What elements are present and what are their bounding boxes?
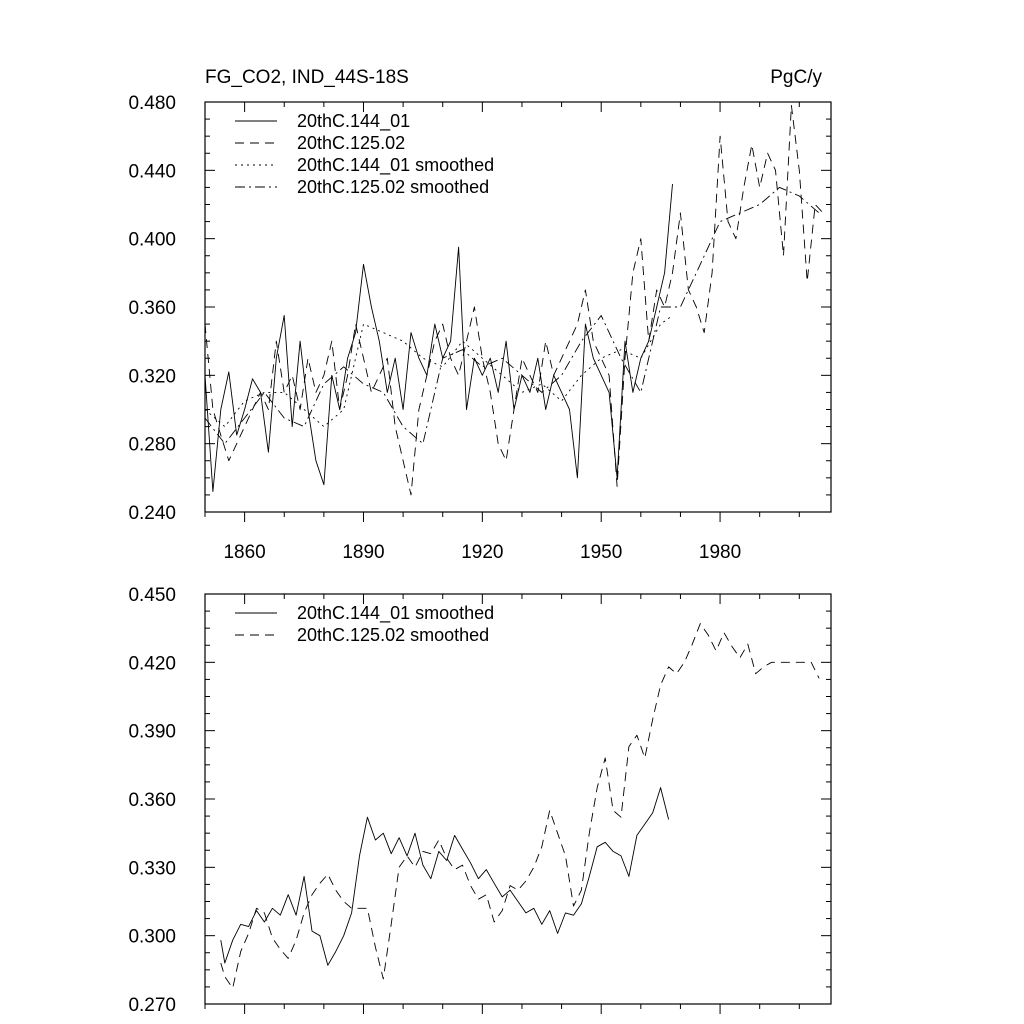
bottom-axis-ticks: 0.270 0.300 0.330 0.360 0.390 0.420 0.450	[128, 585, 831, 1016]
top-series-lines	[204, 104, 824, 496]
x-tick-label: 1920	[461, 542, 503, 563]
y-tick-label: 0.390	[128, 722, 176, 743]
bottom-series-lines	[220, 623, 820, 989]
series-line-20thc-144-01-smoothed	[220, 787, 670, 966]
y-tick-label: 0.420	[128, 653, 176, 674]
bottom-chart-panel: 0.270 0.300 0.330 0.360 0.390 0.420 0.450 20th…	[128, 585, 832, 1016]
y-tick-label: 0.440	[128, 161, 176, 182]
top-chart-units: PgC/y	[770, 67, 822, 88]
top-chart-panel: FG_CO2, IND_44S-18S PgC/y 0.240 0.280 0.32…	[128, 67, 832, 563]
y-tick-label: 0.400	[128, 230, 176, 251]
x-tick-label: 1860	[223, 542, 265, 563]
legend-label: 20thC.144_01 smoothed	[297, 155, 494, 176]
y-tick-label: 0.280	[128, 435, 176, 456]
y-tick-label: 0.240	[128, 503, 176, 524]
top-chart-title: FG_CO2, IND_44S-18S	[205, 67, 409, 88]
legend-label: 20thC.125.02 smoothed	[297, 625, 489, 645]
series-line-20thc-125-02-smoothed	[220, 623, 820, 989]
bottom-plot-frame	[204, 593, 832, 1005]
y-tick-label: 0.320	[128, 366, 176, 387]
x-tick-label: 1980	[699, 542, 741, 563]
y-tick-label: 0.360	[128, 790, 176, 811]
x-tick-label: 1950	[580, 542, 622, 563]
series-line-20thc-125-02-smoothed	[204, 186, 820, 445]
x-tick-label: 1890	[342, 542, 384, 563]
series-line-20thc-125-02	[204, 104, 824, 496]
series-line-20thc-144-01	[204, 183, 673, 492]
y-tick-label: 0.360	[128, 298, 176, 319]
legend-label: 20thC.125.02 smoothed	[297, 177, 489, 197]
y-tick-label: 0.300	[128, 927, 176, 948]
y-tick-label: 0.330	[128, 858, 176, 879]
y-tick-label: 0.270	[128, 995, 176, 1016]
legend-label: 20thC.144_01	[297, 111, 410, 132]
y-tick-label: 0.480	[128, 93, 176, 114]
top-axis-ticks: 0.240 0.280 0.320 0.360 0.400 0.440 0.480 1860 1…	[128, 93, 831, 563]
legend-label: 20thC.125.02	[297, 133, 405, 153]
legend-label: 20thC.144_01 smoothed	[297, 603, 494, 624]
y-tick-label: 0.450	[128, 585, 176, 606]
